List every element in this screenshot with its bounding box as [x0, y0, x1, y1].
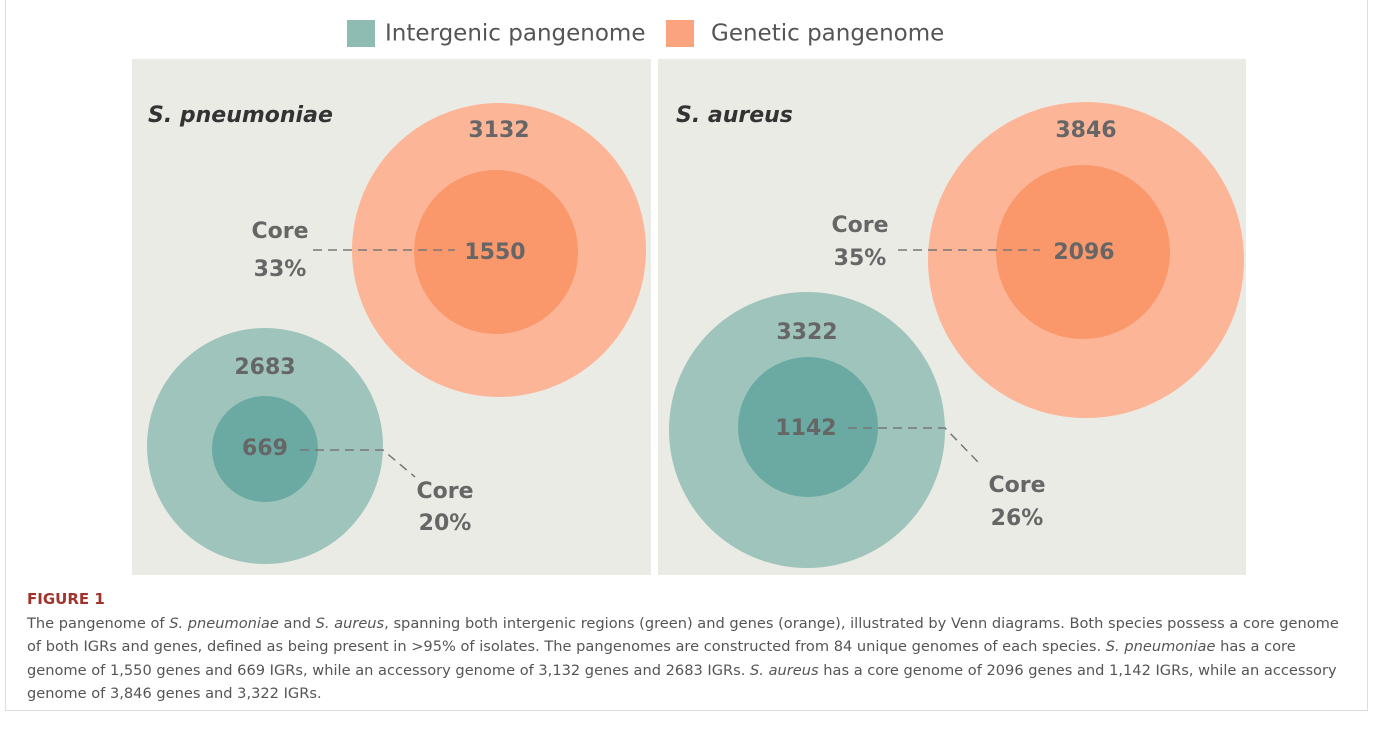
core-label: Core — [251, 219, 308, 244]
caption-text: has a core genome of 1,550 genes and 669… — [27, 638, 1296, 679]
core-label: Core — [416, 479, 473, 504]
core-circle — [212, 396, 318, 502]
caption-text: has a core genome of 2096 genes and 1,14… — [27, 661, 1337, 702]
legend-swatch — [666, 20, 694, 47]
caption-italic: S. aureus — [315, 615, 385, 632]
caption-label: FIGURE 1 — [27, 590, 105, 608]
total-count: 2683 — [234, 355, 295, 380]
leader-line — [848, 427, 979, 463]
core-label: Core — [988, 473, 1045, 498]
panel-title: S. pneumoniae — [148, 103, 333, 128]
leader-line — [300, 449, 416, 478]
caption-text: and — [278, 615, 316, 632]
core-percent: 33% — [254, 257, 307, 282]
core-count: 2096 — [1053, 240, 1114, 265]
caption-text: , spanning both intergenic regions (gree… — [27, 615, 1339, 656]
core-count: 1550 — [464, 240, 525, 265]
core-percent: 26% — [991, 506, 1044, 531]
caption-italic: S. pneumoniae — [169, 615, 279, 632]
core-circle — [996, 165, 1170, 339]
core-label: Core — [831, 213, 888, 238]
legend-label: Genetic pangenome — [711, 21, 944, 47]
caption: The pangenome of S. pneumoniae and S. au… — [27, 612, 1352, 705]
core-count: 669 — [242, 436, 288, 461]
total-count: 3132 — [468, 118, 529, 143]
core-percent: 35% — [834, 246, 887, 271]
legend-swatch — [347, 20, 375, 47]
core-count: 1142 — [775, 416, 836, 441]
caption-italic: S. pneumoniae — [1105, 638, 1216, 656]
core-percent: 20% — [419, 511, 472, 536]
core-circle — [414, 170, 578, 334]
panel-title: S. aureus — [676, 103, 793, 128]
total-count: 3846 — [1055, 118, 1116, 143]
figure-frame — [5, 0, 1368, 711]
core-circle — [738, 357, 878, 497]
legend-label: Intergenic pangenome — [385, 21, 645, 47]
figure: Intergenic pangenome Genetic pangenome S. … — [132, 20, 1246, 575]
total-count: 3322 — [776, 320, 837, 345]
caption-text: The pangenome of — [27, 615, 170, 632]
caption-italic: S. aureus — [750, 661, 819, 679]
